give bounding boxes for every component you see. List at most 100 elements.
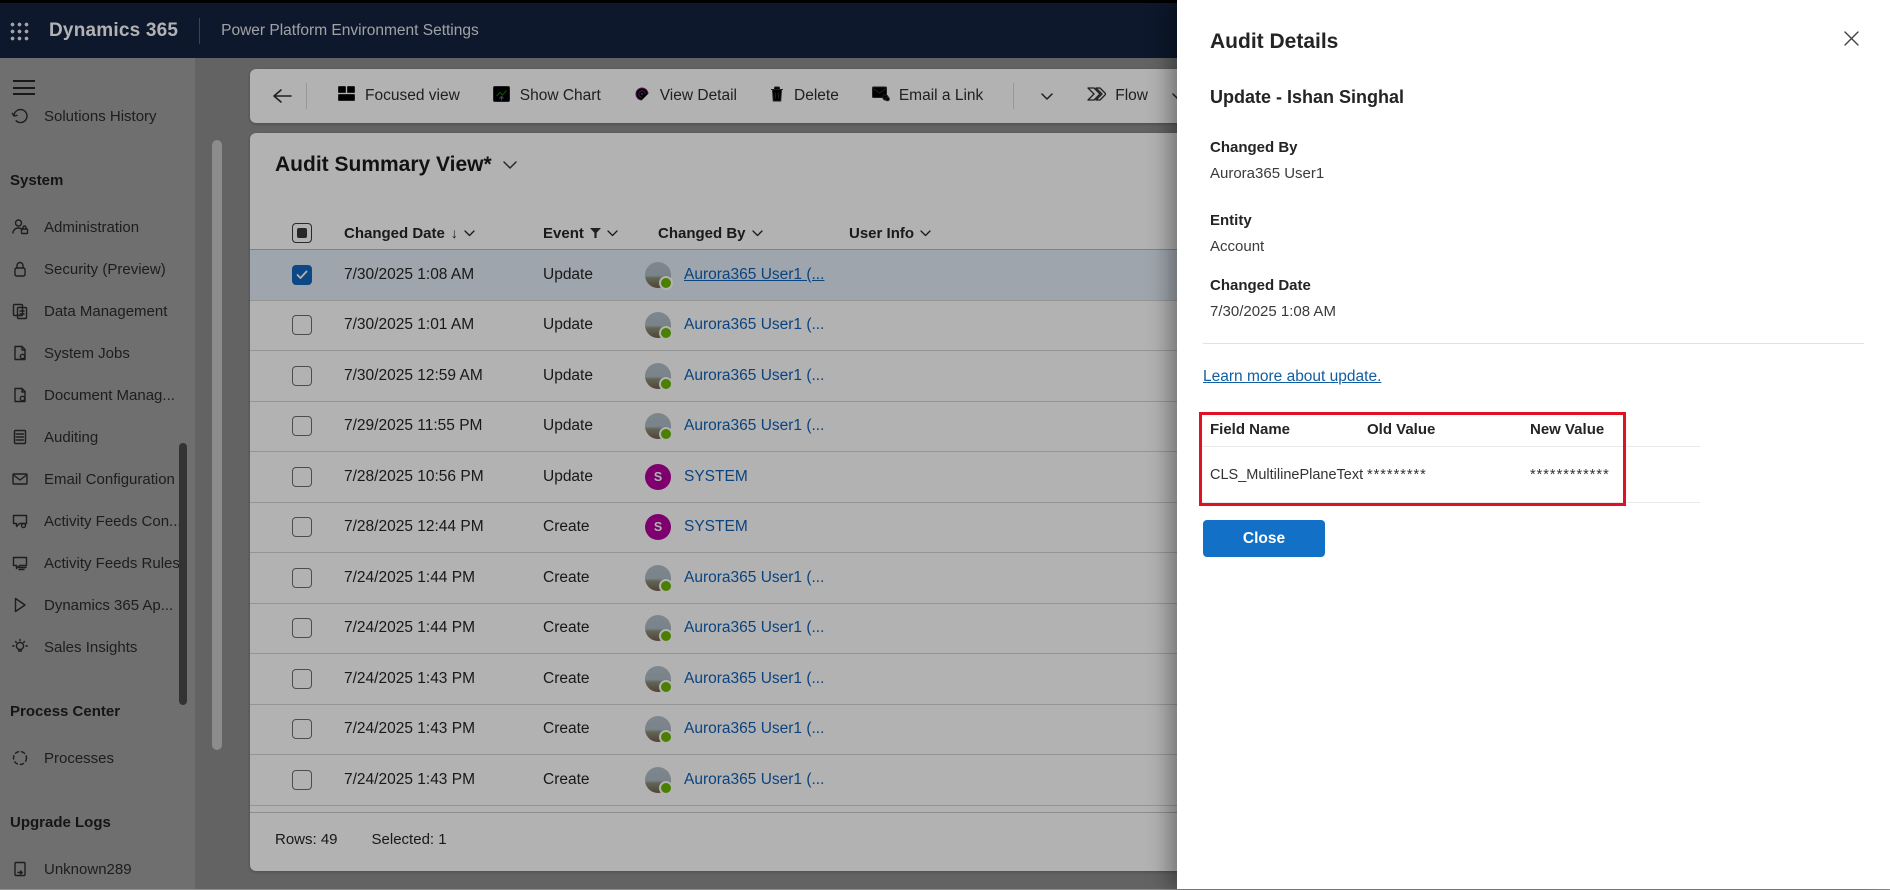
sidebar-item-label: Security (Preview) (44, 260, 166, 278)
show-chart-icon (492, 85, 511, 108)
changed-by-cell: Aurora365 User1 (... (645, 351, 824, 401)
table-row[interactable]: 7/28/2025 12:44 PM Create S SYSTEM (250, 503, 1186, 553)
sidebar-item-email-configuration[interactable]: Email Configuration (0, 458, 195, 500)
column-header-user-info[interactable]: User Info (849, 217, 931, 249)
changed-by-cell: Aurora365 User1 (... (645, 705, 824, 755)
select-all-checkbox[interactable] (292, 223, 312, 243)
table-row[interactable]: 7/24/2025 1:43 PM Create Aurora365 User1 (… (250, 705, 1186, 755)
view-selector[interactable]: Audit Summary View* (275, 153, 518, 177)
sidebar-item-unknown289[interactable]: Unknown289 (0, 848, 195, 890)
changed-date-cell: 7/24/2025 1:44 PM (344, 568, 475, 586)
presence-available-icon (659, 679, 673, 694)
row-checkbox[interactable] (292, 264, 312, 285)
changed-by-link[interactable]: Aurora365 User1 (... (684, 265, 825, 283)
sidebar-scrollbar-thumb[interactable] (179, 443, 187, 705)
changed-by-link[interactable]: Aurora365 User1 (... (684, 619, 825, 637)
row-checkbox[interactable] (292, 315, 312, 336)
table-row[interactable]: 7/30/2025 1:08 AM Update Aurora365 User1 (… (250, 250, 1186, 301)
audit-grid-card: Audit Summary View* Changed Date ↓ Event… (250, 133, 1186, 871)
table-row[interactable]: 7/24/2025 1:44 PM Create Aurora365 User1 (… (250, 553, 1186, 604)
changed-by-link[interactable]: Aurora365 User1 (... (684, 568, 825, 586)
avatar (645, 665, 673, 694)
selected-count: Selected: 1 (371, 831, 447, 848)
table-row[interactable]: 7/29/2025 11:55 PM Update Aurora365 User1 … (250, 402, 1186, 452)
hamburger-menu-icon[interactable] (13, 80, 35, 95)
changed-date-cell: 7/30/2025 1:01 AM (344, 316, 475, 334)
column-header-changed-date[interactable]: Changed Date ↓ (344, 217, 475, 249)
audit-table-header: Field Name Old Value New Value (1199, 412, 1700, 447)
table-row[interactable]: 7/30/2025 12:59 AM Update Aurora365 User1 … (250, 351, 1186, 402)
delete-button[interactable]: Delete (769, 85, 839, 108)
history-icon (10, 106, 30, 126)
changed-by-link[interactable]: Aurora365 User1 (... (684, 669, 825, 687)
row-checkbox[interactable] (292, 416, 312, 437)
row-checkbox[interactable] (292, 567, 312, 588)
app-launcher-icon[interactable] (9, 20, 29, 41)
sidebar-item-sales-insights[interactable]: Sales Insights (0, 626, 195, 668)
toolbar-overflow-chevron[interactable] (1040, 92, 1054, 101)
row-checkbox[interactable] (292, 769, 312, 790)
toolbar-divider (1013, 83, 1015, 109)
view-detail-button[interactable]: View Detail (633, 85, 737, 108)
command-bar: Focused view Show Chart View Detail Delete E… (250, 69, 1186, 123)
column-header-changed-by[interactable]: Changed By (658, 217, 763, 249)
back-button[interactable] (272, 88, 292, 104)
avatar (645, 261, 673, 290)
row-checkbox[interactable] (292, 365, 312, 386)
changed-by-link[interactable]: Aurora365 User1 (... (684, 720, 825, 738)
changed-by-cell: Aurora365 User1 (... (645, 604, 824, 654)
changed-by-link[interactable]: Aurora365 User1 (... (684, 770, 825, 788)
changed-by-link[interactable]: Aurora365 User1 (... (684, 366, 825, 384)
close-button[interactable]: Close (1203, 520, 1325, 557)
audit-list-icon (10, 427, 30, 447)
chevron-down-icon (607, 229, 618, 236)
sidebar-item-document-manag[interactable]: Document Manag... (0, 374, 195, 416)
flow-label: Flow (1115, 87, 1148, 104)
sidebar-item-security-preview[interactable]: Security (Preview) (0, 248, 195, 290)
lock-icon (10, 259, 30, 279)
row-checkbox[interactable] (292, 466, 312, 487)
presence-available-icon (659, 275, 673, 290)
table-row[interactable]: 7/30/2025 1:01 AM Update Aurora365 User1 (… (250, 301, 1186, 351)
changed-by-link[interactable]: Aurora365 User1 (... (684, 417, 825, 435)
row-checkbox[interactable] (292, 668, 312, 689)
row-checkbox[interactable] (292, 719, 312, 740)
sidebar-item-processes[interactable]: Processes (0, 737, 195, 779)
focused-view-button[interactable]: Focused view (337, 85, 460, 107)
sidebar-item-dynamics-365-ap[interactable]: Dynamics 365 Ap... (0, 584, 195, 626)
changed-date-cell: 7/24/2025 1:43 PM (344, 669, 475, 687)
changed-by-link[interactable]: SYSTEM (684, 518, 748, 536)
table-row[interactable]: 7/28/2025 10:56 PM Update S SYSTEM (250, 452, 1186, 503)
email-a-link-button[interactable]: Email a Link (871, 85, 983, 107)
changed-date-cell: 7/24/2025 1:44 PM (344, 619, 475, 637)
focused-view-icon (337, 85, 356, 107)
sidebar-item-administration[interactable]: Administration (0, 206, 195, 248)
column-header-event[interactable]: Event (543, 217, 618, 249)
flow-button[interactable]: Flow (1086, 86, 1185, 107)
changed-date-cell: 7/29/2025 11:55 PM (344, 417, 483, 435)
sidebar-item-auditing[interactable]: Auditing (0, 416, 195, 458)
avatar (645, 615, 673, 644)
table-row[interactable]: 7/24/2025 1:43 PM Create Aurora365 User1 (… (250, 654, 1186, 705)
panel-subtitle: Update - Ishan Singhal (1210, 87, 1405, 107)
main-scrollbar-thumb[interactable] (212, 140, 222, 750)
panel-close-icon[interactable] (1839, 26, 1864, 56)
sidebar-item-activity-feeds-rules[interactable]: Activity Feeds Rules (0, 542, 195, 584)
sidebar-item-activity-feeds-con[interactable]: Activity Feeds Con... (0, 500, 195, 542)
table-row[interactable]: 7/24/2025 1:44 PM Create Aurora365 User1 (… (250, 604, 1186, 654)
sidebar-item-data-management[interactable]: Data Management (0, 290, 195, 332)
changed-by-link[interactable]: Aurora365 User1 (... (684, 316, 825, 334)
toolbar-buttons: Focused view Show Chart View Detail Delete E… (321, 85, 999, 108)
show-chart-button[interactable]: Show Chart (492, 85, 601, 108)
field-name-cell: CLS_MultilinePlaneText (1210, 466, 1364, 483)
learn-more-link[interactable]: Learn more about update. (1203, 368, 1382, 385)
new-value-cell: ************ (1530, 466, 1610, 483)
changed-by-link[interactable]: SYSTEM (684, 467, 748, 485)
row-checkbox[interactable] (292, 618, 312, 639)
table-row[interactable]: 7/24/2025 1:43 PM Create Aurora365 User1 (… (250, 755, 1186, 806)
process-circle-icon (10, 748, 30, 768)
flow-icon (1086, 86, 1107, 107)
sidebar-item-system-jobs[interactable]: System Jobs (0, 332, 195, 374)
row-checkbox[interactable] (292, 517, 312, 538)
sidebar-item-solutions-history[interactable]: Solutions History (0, 95, 195, 137)
